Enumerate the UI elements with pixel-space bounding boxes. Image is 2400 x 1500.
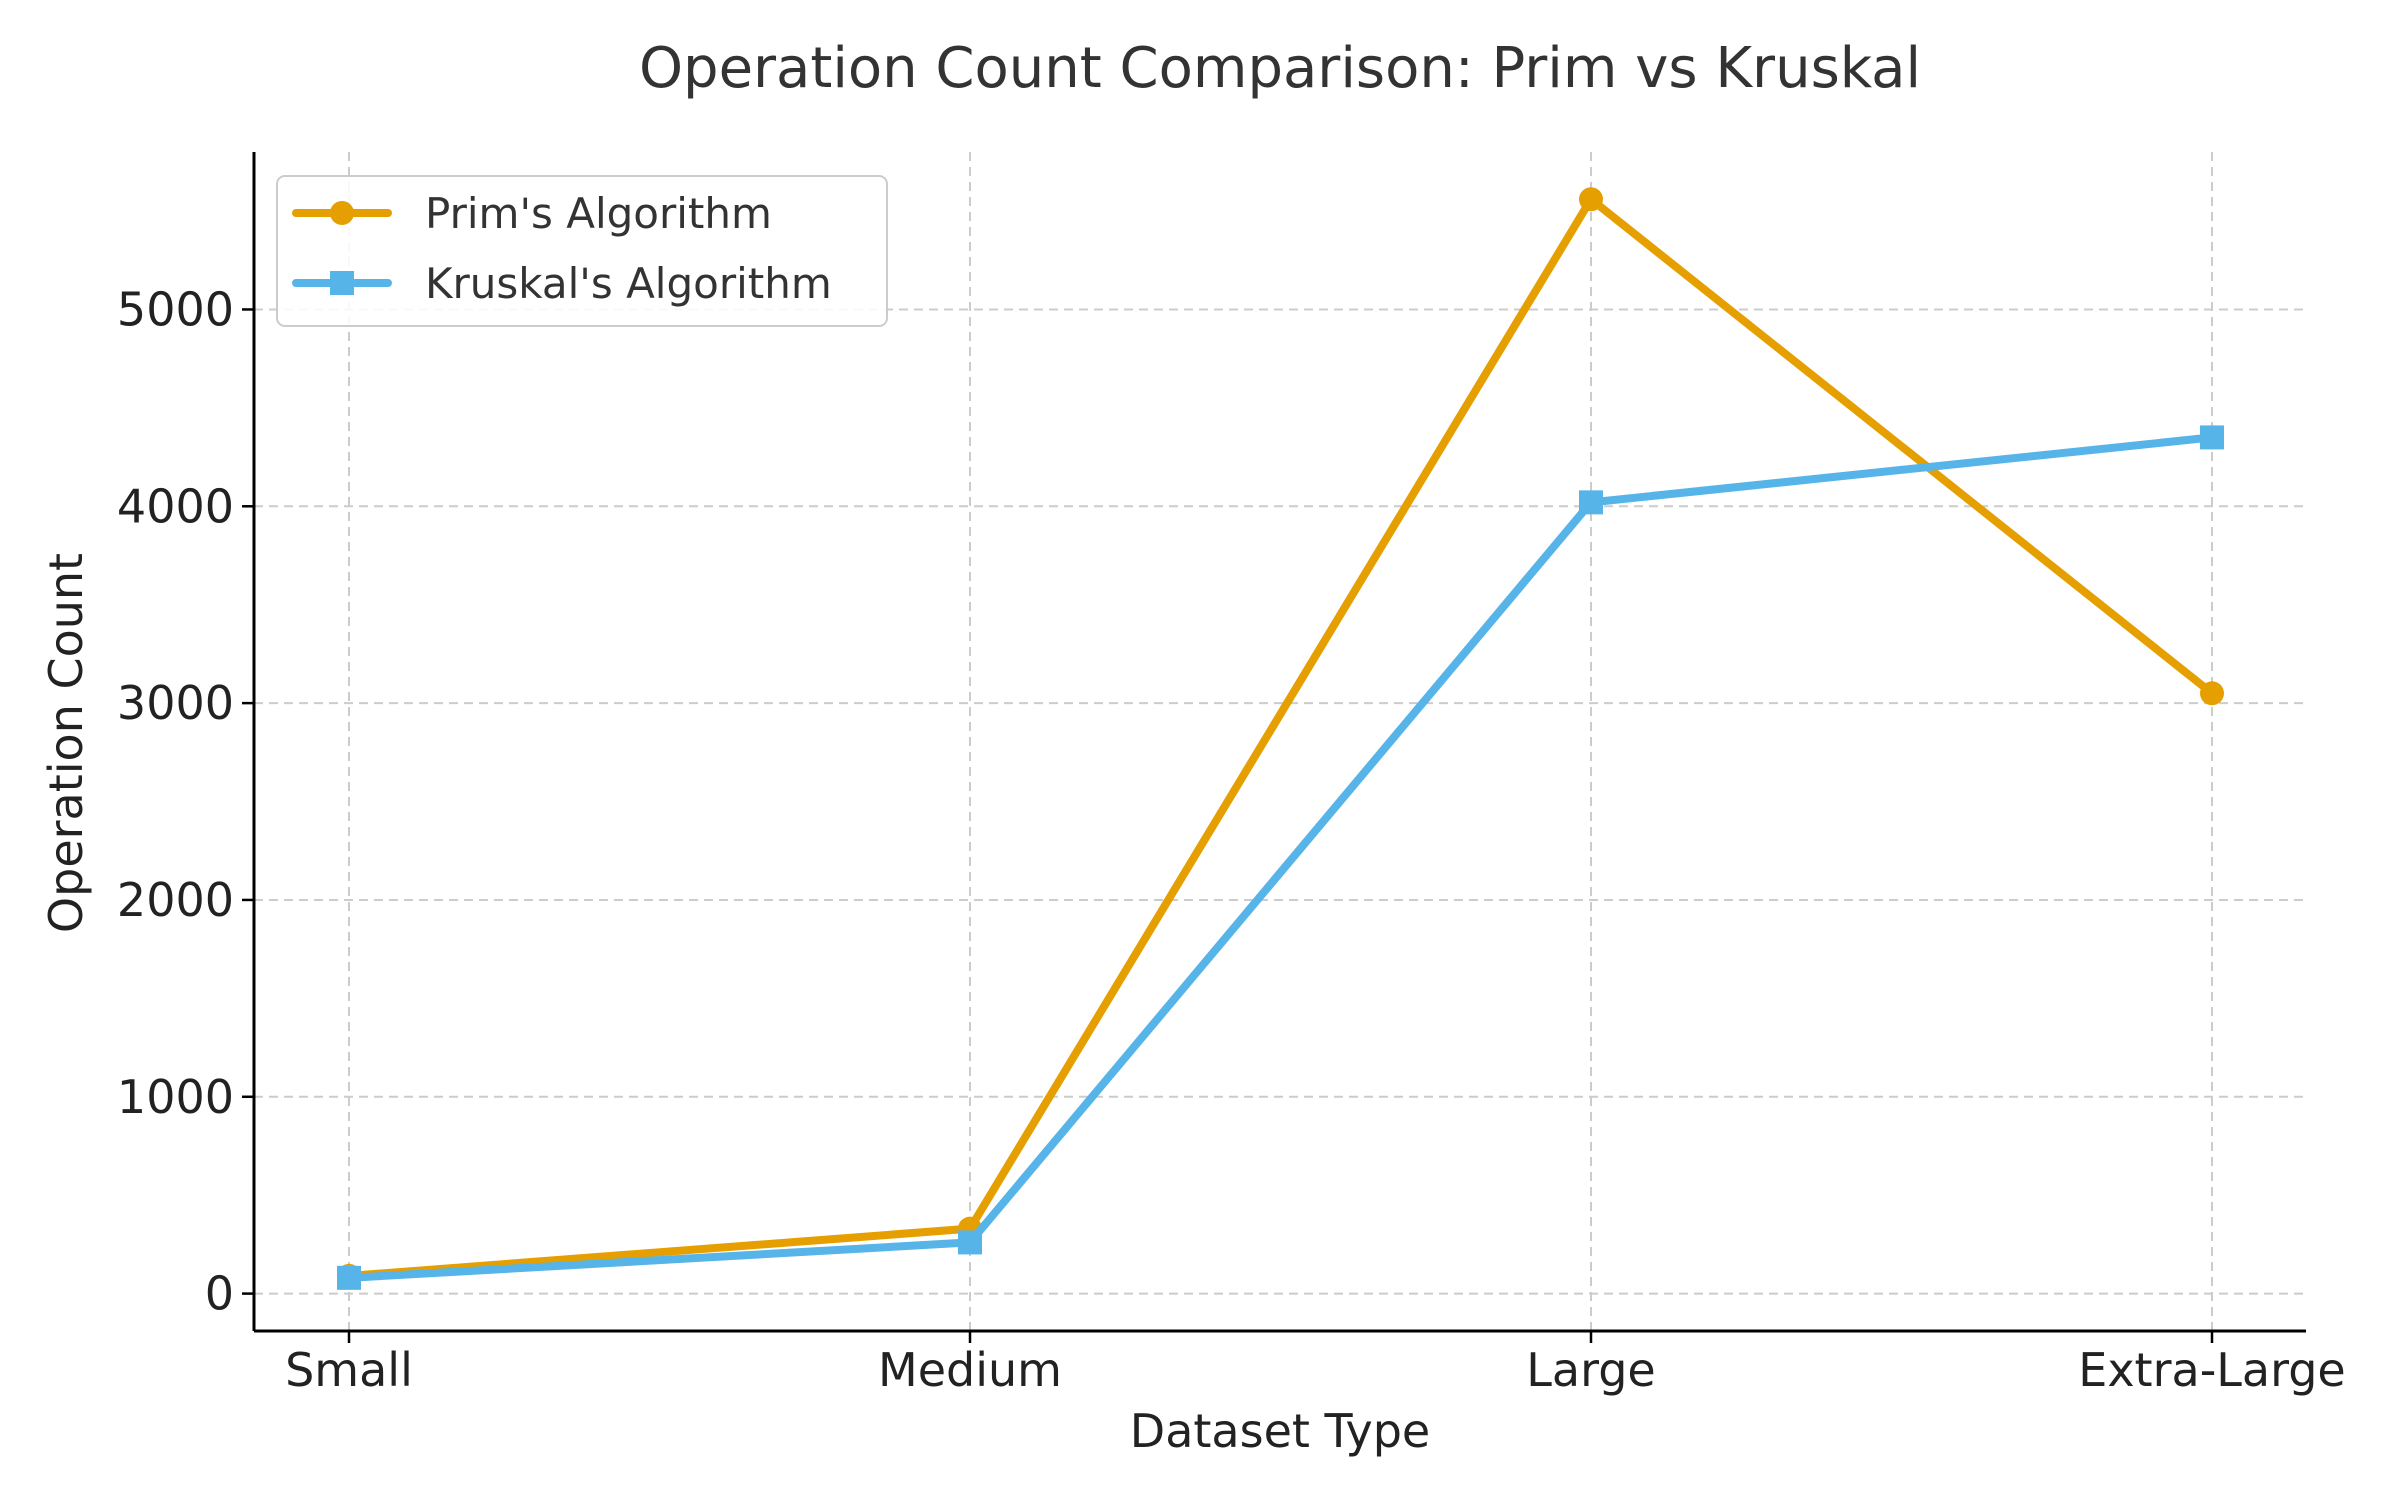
legend: Prim's Algorithm Kruskal's Algorithm (276, 175, 888, 327)
axes (252, 152, 2306, 1333)
y-tick-label: 0 (205, 1267, 234, 1321)
y-tick-label: 3000 (117, 676, 234, 730)
legend-label: Prim's Algorithm (425, 189, 772, 238)
series (337, 187, 2224, 1290)
y-tick-label: 4000 (117, 479, 234, 533)
y-axis-label: Operation Count (39, 553, 93, 933)
ticks: Small Medium Large Extra-Large 0 1000 2000 3000… (117, 282, 2346, 1397)
data-point (1579, 187, 1603, 212)
x-tick-label: Large (1526, 1343, 1655, 1397)
y-tick-label: 2000 (117, 873, 234, 927)
x-tick-label: Medium (878, 1343, 1062, 1397)
data-point (1579, 490, 1603, 515)
x-tick-label: Small (285, 1343, 413, 1397)
legend-square-marker (330, 271, 354, 295)
series-prim-s-algorithm (337, 187, 2224, 1288)
x-axis-label: Dataset Type (1130, 1404, 1430, 1458)
legend-item: Prim's Algorithm (292, 189, 772, 238)
data-point (2200, 681, 2224, 706)
data-point (958, 1230, 982, 1255)
y-tick-label: 5000 (117, 282, 234, 336)
x-tick-label: Extra-Large (2078, 1343, 2345, 1397)
grid (254, 152, 2306, 1331)
data-point (2200, 425, 2224, 450)
legend-item: Kruskal's Algorithm (292, 259, 832, 308)
series-kruskal-s-algorithm (337, 425, 2224, 1290)
legend-box (276, 175, 888, 327)
legend-circle-marker (330, 201, 354, 225)
chart-title: Operation Count Comparison: Prim vs Krus… (639, 36, 1921, 101)
y-tick-label: 1000 (117, 1070, 234, 1124)
series-line-kruskal-s-algorithm (345, 433, 2216, 1282)
series-line-prim-s-algorithm (345, 195, 2216, 1280)
legend-label: Kruskal's Algorithm (425, 259, 832, 308)
data-point (337, 1265, 361, 1290)
